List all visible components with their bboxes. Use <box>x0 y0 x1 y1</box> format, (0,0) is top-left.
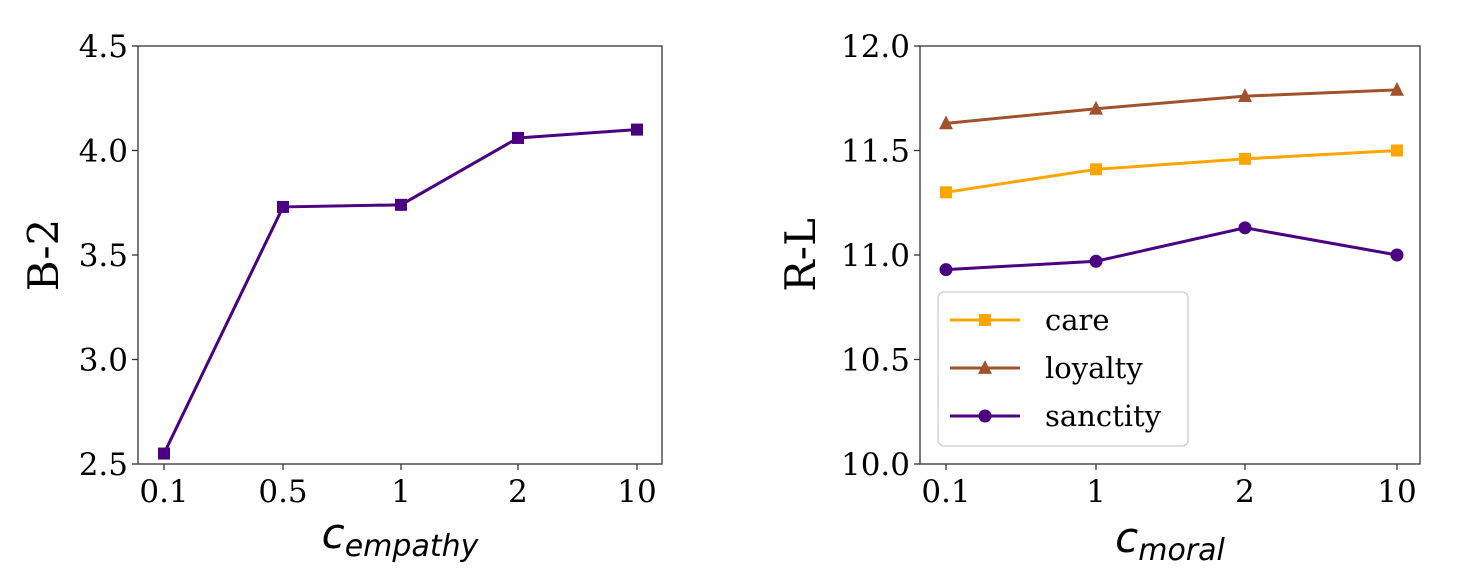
left-x-axis-label-main: c <box>322 509 345 558</box>
left-series-line-point <box>395 198 407 211</box>
right-x-tick-label: 1 <box>1086 474 1106 510</box>
right-series-loyalty-point <box>1089 100 1103 115</box>
left-series-line-point <box>158 447 170 460</box>
left-y-axis-label: B-2 <box>19 219 68 292</box>
right-series-loyalty-point <box>1390 81 1404 96</box>
legend-care-label: care <box>1045 303 1110 337</box>
right-y-axis-label: R-L <box>776 218 825 292</box>
left-x-axis-label-sub: empathy <box>345 529 480 564</box>
right-x-tick-label: 2 <box>1235 474 1255 510</box>
left-y-tick-label: 3.5 <box>79 238 128 274</box>
right-series-sanctity-point <box>939 263 953 277</box>
left-y-tick-label: 2.5 <box>79 447 128 483</box>
legend-care-marker <box>979 314 991 326</box>
right-series-care-line <box>945 149 1398 194</box>
left-x-tick-label: 10 <box>617 474 656 510</box>
left-x-axis-label: cempathy <box>322 509 480 564</box>
left-y-tick-label: 4.0 <box>79 134 128 170</box>
right-series-loyalty-line <box>945 88 1398 125</box>
legend-loyalty-marker <box>978 360 992 374</box>
right-x-tick-label: 0.1 <box>921 474 970 510</box>
right-series-care-point <box>1090 163 1102 176</box>
right-x-tick-label: 10 <box>1377 474 1416 510</box>
left-x-tick-label: 2 <box>508 474 528 510</box>
left-plot-frame <box>137 45 663 465</box>
legend-sanctity-marker <box>978 409 992 423</box>
right-series-sanctity-line <box>945 226 1398 272</box>
right-y-tick-label: 11.0 <box>841 238 910 274</box>
legend-box <box>937 291 1189 447</box>
left-x-tick-label: 0.5 <box>258 474 307 510</box>
right-series-sanctity-point <box>1390 248 1404 262</box>
right-series-loyalty-point <box>939 115 953 130</box>
left-series-line-point <box>512 131 524 144</box>
left-x-tick-label: 1 <box>391 474 411 510</box>
right-x-axis-label: cmoral <box>1115 513 1225 568</box>
left-series-line-point <box>631 123 643 136</box>
left-y-tick-label: 3.0 <box>79 343 128 379</box>
left-x-tick-label: 0.1 <box>139 474 188 510</box>
right-series-care-point <box>940 186 952 199</box>
legend-sanctity-label: sanctity <box>1045 399 1162 433</box>
legend-loyalty-label: loyalty <box>1045 351 1143 385</box>
right-x-axis-label-main: c <box>1115 513 1138 562</box>
right-y-tick-label: 10.0 <box>841 447 910 483</box>
left-series-line-line <box>162 128 638 455</box>
right-series-loyalty-point <box>1238 88 1252 103</box>
right-series-care-point <box>1239 152 1251 165</box>
right-y-tick-label: 11.5 <box>841 134 910 170</box>
right-y-tick-label: 12.0 <box>841 29 910 65</box>
left-y-tick-label: 4.5 <box>79 29 128 65</box>
right-series-care-point <box>1391 144 1403 157</box>
right-y-tick-label: 10.5 <box>841 343 910 379</box>
right-series-sanctity-point <box>1238 221 1252 235</box>
left-series-line-point <box>277 200 289 213</box>
right-series-sanctity-point <box>1089 254 1103 268</box>
right-x-axis-label-sub: moral <box>1138 533 1225 568</box>
